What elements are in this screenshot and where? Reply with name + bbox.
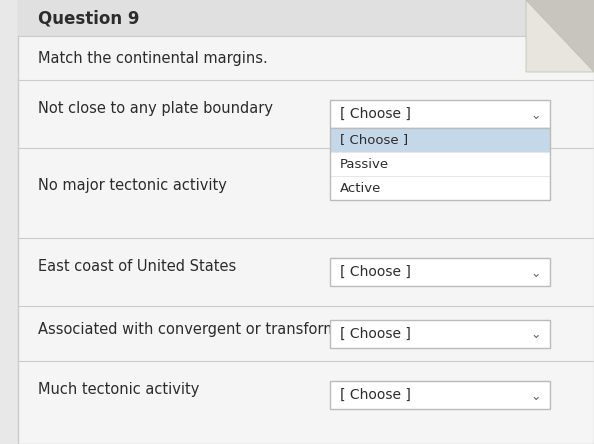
Text: [ Choose ]: [ Choose ]	[340, 265, 411, 279]
Polygon shape	[526, 0, 594, 72]
FancyBboxPatch shape	[330, 152, 550, 176]
Text: ⌄: ⌄	[531, 266, 541, 280]
FancyBboxPatch shape	[330, 258, 550, 286]
Text: [ Choose ]: [ Choose ]	[340, 326, 411, 341]
Text: Associated with convergent or transform plate boundaries: Associated with convergent or transform …	[38, 321, 466, 337]
Text: ⌄: ⌄	[531, 389, 541, 403]
Text: Much tectonic activity: Much tectonic activity	[38, 382, 200, 397]
Text: [ Choose ]: [ Choose ]	[340, 134, 408, 147]
FancyBboxPatch shape	[330, 176, 550, 200]
FancyBboxPatch shape	[330, 128, 550, 152]
Text: ⌄: ⌄	[531, 108, 541, 122]
Polygon shape	[526, 0, 594, 72]
Text: ⌄: ⌄	[531, 328, 541, 341]
Text: Passive: Passive	[340, 158, 389, 170]
Text: [ Choose ]: [ Choose ]	[340, 107, 411, 121]
FancyBboxPatch shape	[18, 0, 594, 444]
Text: Question 9: Question 9	[38, 9, 140, 27]
FancyBboxPatch shape	[18, 0, 594, 36]
Text: Match the continental margins.: Match the continental margins.	[38, 51, 268, 66]
Text: [ Choose ]: [ Choose ]	[340, 388, 411, 402]
Text: Active: Active	[340, 182, 381, 194]
Text: No major tectonic activity: No major tectonic activity	[38, 178, 227, 193]
FancyBboxPatch shape	[330, 100, 550, 128]
FancyBboxPatch shape	[330, 381, 550, 409]
FancyBboxPatch shape	[330, 320, 550, 348]
Text: East coast of United States: East coast of United States	[38, 259, 236, 274]
Text: Not close to any plate boundary: Not close to any plate boundary	[38, 101, 273, 116]
